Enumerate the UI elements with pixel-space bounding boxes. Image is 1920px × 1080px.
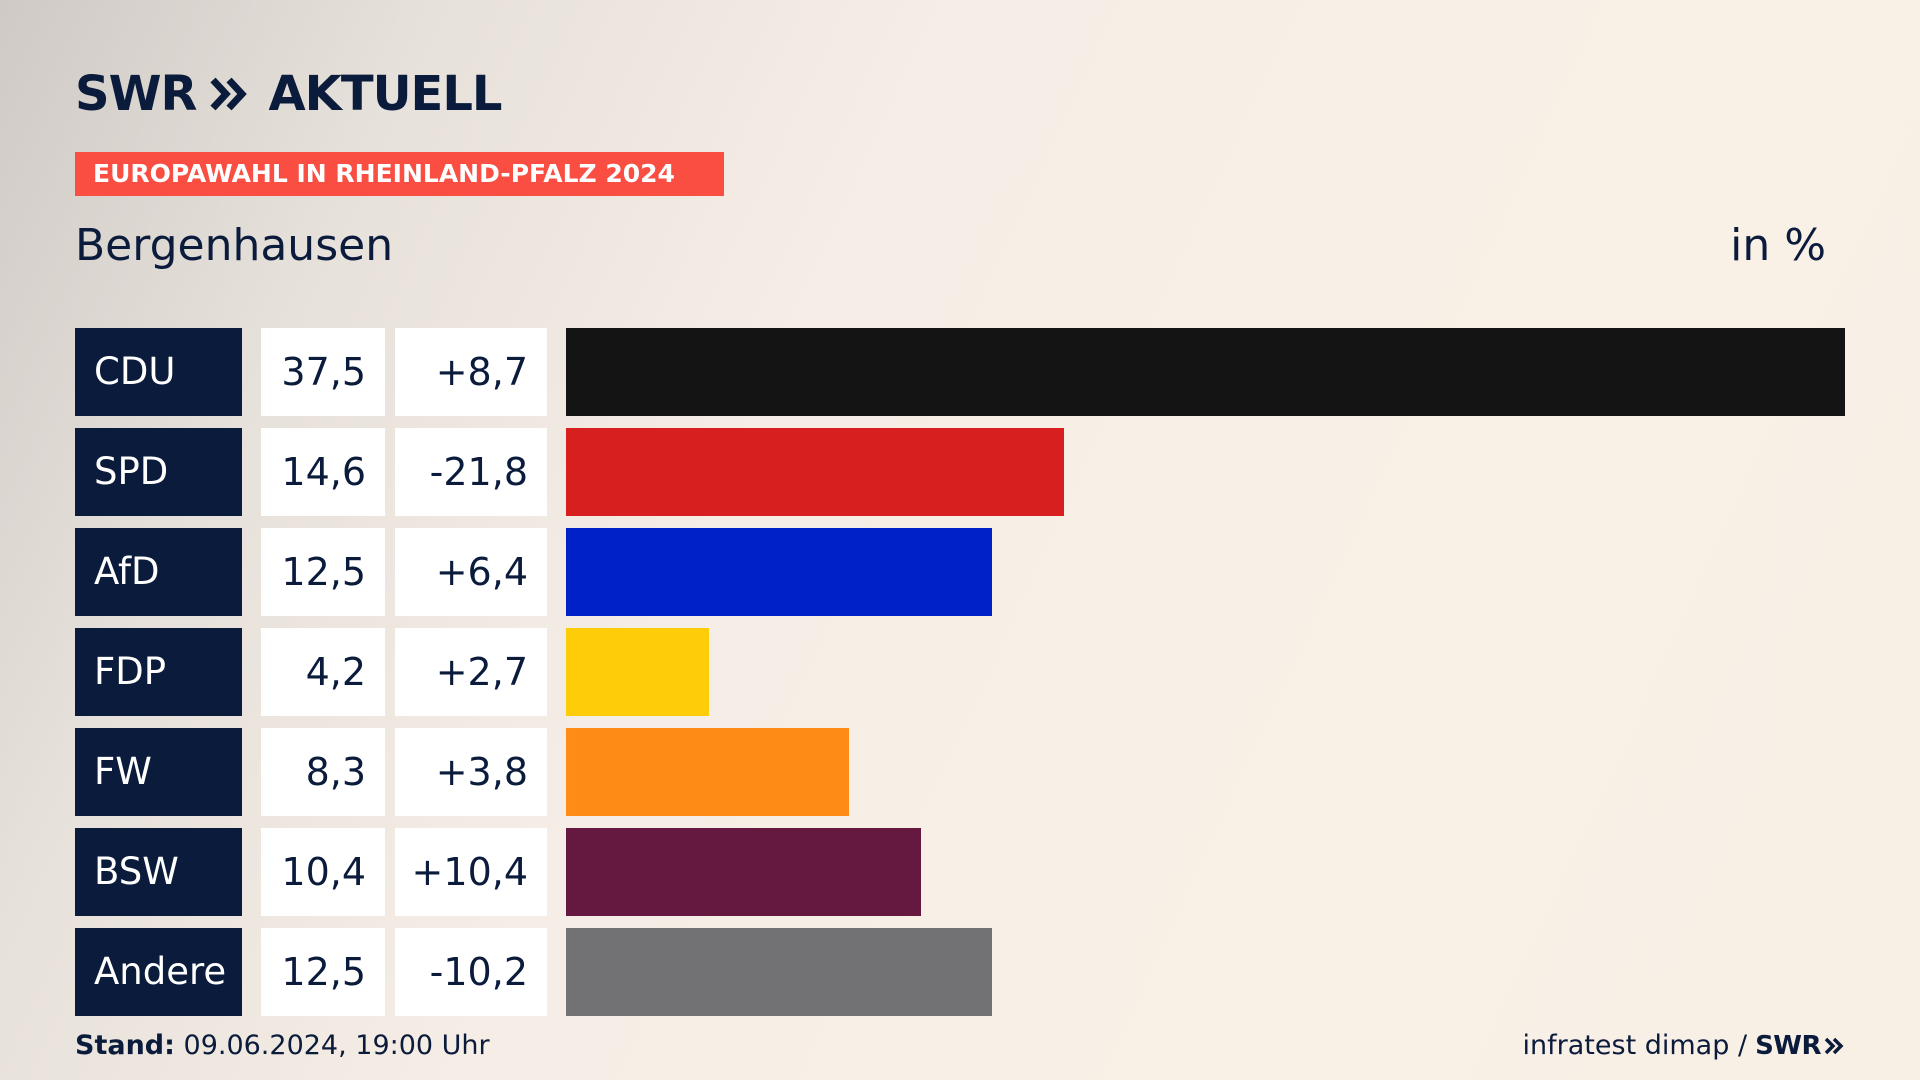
vote-share: 10,4 bbox=[261, 828, 385, 916]
swr-small-logo: SWR bbox=[1755, 1031, 1844, 1061]
party-label: CDU bbox=[75, 328, 242, 416]
party-label: SPD bbox=[75, 428, 242, 516]
unit-label: in % bbox=[1730, 220, 1826, 271]
bar-cdu bbox=[566, 328, 1845, 416]
vote-share: 37,5 bbox=[261, 328, 385, 416]
bar-bsw bbox=[566, 828, 921, 916]
swr-small-logo-text: SWR bbox=[1755, 1030, 1821, 1061]
logo-aktuell-text: AKTUELL bbox=[268, 66, 502, 122]
bar-andere bbox=[566, 928, 992, 1016]
bar-afd bbox=[566, 528, 992, 616]
double-chevron-icon bbox=[210, 76, 248, 112]
stand-label: Stand: bbox=[75, 1030, 175, 1061]
stand-value: 09.06.2024, 19:00 Uhr bbox=[183, 1030, 490, 1061]
vote-share: 8,3 bbox=[261, 728, 385, 816]
result-row-bsw: BSW 10,4 +10,4 bbox=[75, 828, 1845, 916]
vote-change: -10,2 bbox=[395, 928, 547, 1016]
small-double-chevron-icon bbox=[1824, 1037, 1844, 1054]
party-label: BSW bbox=[75, 828, 242, 916]
vote-share: 12,5 bbox=[261, 528, 385, 616]
result-row-fdp: FDP 4,2 +2,7 bbox=[75, 628, 1845, 716]
party-label: FW bbox=[75, 728, 242, 816]
result-row-cdu: CDU 37,5 +8,7 bbox=[75, 328, 1845, 416]
party-label: FDP bbox=[75, 628, 242, 716]
bar-spd bbox=[566, 428, 1064, 516]
footer-source: infratest dimap / SWR bbox=[1523, 1030, 1844, 1061]
result-row-afd: AfD 12,5 +6,4 bbox=[75, 528, 1845, 616]
logo-swr-text: SWR bbox=[75, 66, 197, 122]
swr-aktuell-logo: SWR AKTUELL bbox=[75, 66, 503, 122]
region-title: Bergenhausen bbox=[75, 220, 394, 271]
vote-change: +10,4 bbox=[395, 828, 547, 916]
vote-change: +8,7 bbox=[395, 328, 547, 416]
result-row-spd: SPD 14,6 -21,8 bbox=[75, 428, 1845, 516]
result-row-fw: FW 8,3 +3,8 bbox=[75, 728, 1845, 816]
vote-share: 4,2 bbox=[261, 628, 385, 716]
vote-change: +3,8 bbox=[395, 728, 547, 816]
election-banner: EUROPAWAHL IN RHEINLAND-PFALZ 2024 bbox=[75, 152, 724, 196]
bar-fw bbox=[566, 728, 849, 816]
vote-share: 14,6 bbox=[261, 428, 385, 516]
vote-share: 12,5 bbox=[261, 928, 385, 1016]
footer-timestamp: Stand: 09.06.2024, 19:00 Uhr bbox=[75, 1030, 490, 1061]
result-row-andere: Andere 12,5 -10,2 bbox=[75, 928, 1845, 1016]
vote-change: +2,7 bbox=[395, 628, 547, 716]
party-label: Andere bbox=[75, 928, 242, 1016]
vote-change: -21,8 bbox=[395, 428, 547, 516]
source-text: infratest dimap / bbox=[1522, 1030, 1748, 1061]
party-label: AfD bbox=[75, 528, 242, 616]
vote-change: +6,4 bbox=[395, 528, 547, 616]
bar-fdp bbox=[566, 628, 709, 716]
